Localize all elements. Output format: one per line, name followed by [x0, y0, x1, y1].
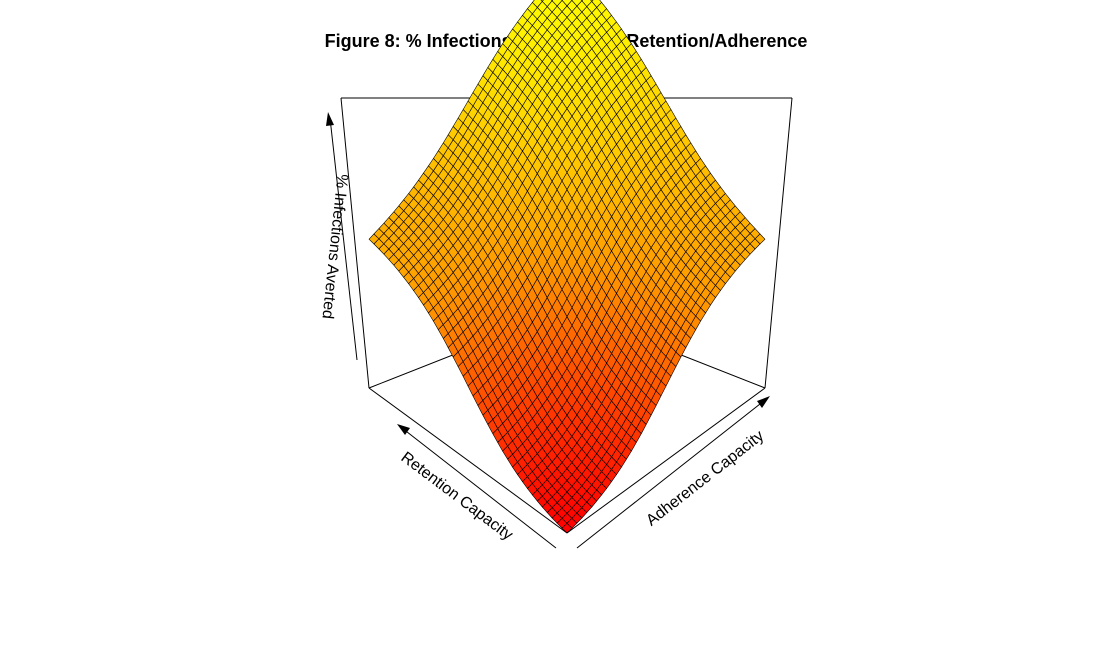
- z-axis-arrowhead: [326, 112, 334, 126]
- z-axis-label: % Infections Averted: [318, 173, 350, 320]
- y-axis-arrowhead: [757, 396, 770, 408]
- axis-arrows: [326, 112, 770, 549]
- plot-box-front: [368, 387, 766, 534]
- box-right-edge: [764, 97, 793, 389]
- box-front-left: [368, 387, 568, 534]
- x-axis-arrowhead: [397, 424, 410, 435]
- box-left-edge: [340, 97, 370, 389]
- surface: [368, 0, 766, 534]
- box-front-right: [566, 387, 766, 534]
- x-axis-label: Retention Capacity: [398, 449, 516, 544]
- y-axis-arrow-line: [576, 399, 766, 549]
- x-axis-arrow-line: [401, 427, 557, 549]
- y-axis-label: Adherence Capacity: [643, 427, 767, 529]
- z-axis-arrow-line: [329, 117, 358, 361]
